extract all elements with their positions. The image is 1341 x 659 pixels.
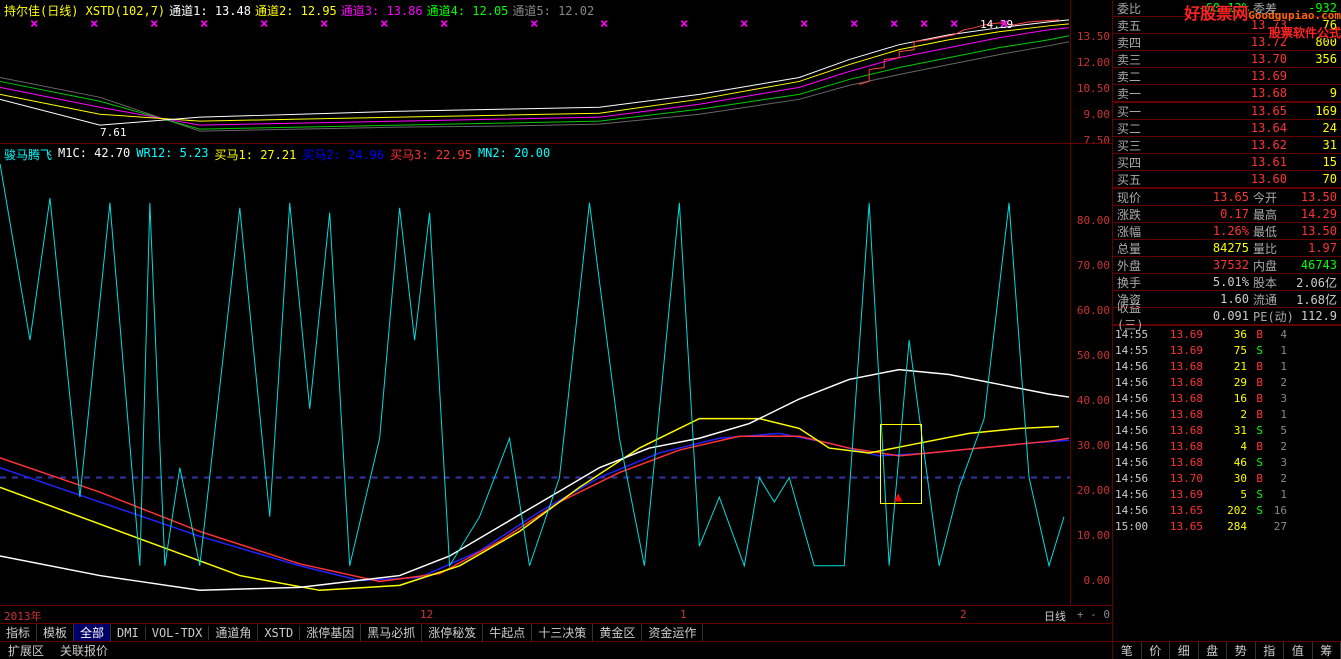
indicator-item[interactable]: 十三决策	[532, 624, 593, 641]
footer-tab[interactable]: 势	[1227, 642, 1256, 659]
indicator-value: M1C: 42.70	[58, 146, 130, 163]
indicator-value: 买马1: 27.21	[215, 146, 297, 163]
indicator-title: 骏马腾飞	[4, 146, 52, 163]
stat-row: 总量84275量比1.97	[1113, 240, 1341, 257]
order-row: 卖二13.69	[1113, 68, 1341, 85]
marker-icon: ×	[920, 16, 928, 32]
order-row: 买三13.6231	[1113, 137, 1341, 154]
footer-tab[interactable]: 筹	[1313, 642, 1341, 659]
order-row: 卖一13.689	[1113, 85, 1341, 102]
tick-row: 14:5613.6829B2	[1113, 374, 1341, 390]
marker-icon: ×	[950, 16, 958, 32]
tick-row: 14:5613.6831S5	[1113, 422, 1341, 438]
price-chart-header: 持尔佳(日线) XSTD(102,7) 通道1: 13.48 通道2: 12.9…	[4, 2, 594, 19]
stat-row: 换手5.01%股本2.06亿	[1113, 274, 1341, 291]
footer-tab[interactable]: 值	[1284, 642, 1313, 659]
channel-value: 通道4: 12.05	[427, 2, 509, 19]
x-tick: 2	[960, 608, 967, 621]
buy-signal-arrow: ▲	[894, 489, 902, 505]
marker-icon: ×	[600, 16, 608, 32]
sidebar-footer-tabs: 笔价细盘势指值筹	[1113, 641, 1341, 659]
stat-row: 外盘37532内盘46743	[1113, 257, 1341, 274]
order-row: 买一13.65169	[1113, 103, 1341, 120]
marker-icon: ×	[850, 16, 858, 32]
tick-row: 14:5513.6936B4	[1113, 326, 1341, 342]
bottom-tab[interactable]: 关联报价	[52, 642, 116, 659]
indicator-value: MN2: 20.00	[478, 146, 550, 163]
tick-row: 14:5613.65202S16	[1113, 502, 1341, 518]
order-book-panel: 好股票网Goodgupiao.com 股票软件公式 委比 -60.13% 委差 …	[1113, 0, 1341, 659]
stock-title: 持尔佳(日线) XSTD(102,7)	[4, 2, 165, 19]
tick-row: 14:5613.695S1	[1113, 486, 1341, 502]
bottom-tabs: 扩展区关联报价	[0, 641, 1112, 659]
order-row: 卖三13.70356	[1113, 51, 1341, 68]
stat-row: 涨跌0.17最高14.29	[1113, 206, 1341, 223]
tick-row: 15:0013.6528427	[1113, 518, 1341, 534]
order-row: 买二13.6424	[1113, 120, 1341, 137]
marker-icon: ×	[680, 16, 688, 32]
low-price-label: 7.61	[100, 126, 127, 139]
channel-value: 通道2: 12.95	[255, 2, 337, 19]
marker-icon: ×	[1000, 16, 1008, 32]
marker-icon: ×	[800, 16, 808, 32]
channel-value: 通道3: 13.86	[341, 2, 423, 19]
footer-tab[interactable]: 盘	[1199, 642, 1228, 659]
indicator-item[interactable]: XSTD	[258, 626, 300, 640]
tick-row: 14:5613.6846S3	[1113, 454, 1341, 470]
order-row: 买四13.6115	[1113, 154, 1341, 171]
watermark: 好股票网Goodgupiao.com 股票软件公式	[1184, 0, 1341, 41]
time-axis: 2013年1212日线+ - 0	[0, 605, 1112, 623]
channel-value: 通道5: 12.02	[512, 2, 594, 19]
channel-value: 通道1: 13.48	[169, 2, 251, 19]
indicator-value: WR12: 5.23	[136, 146, 208, 163]
indicator-chart-header: 骏马腾飞 M1C: 42.70 WR12: 5.23 买马1: 27.21 买马…	[4, 146, 550, 163]
x-tick: 12	[420, 608, 433, 621]
indicator-item[interactable]: 涨停秘笈	[422, 624, 483, 641]
tick-row: 14:5613.682B1	[1113, 406, 1341, 422]
footer-tab[interactable]: 笔	[1113, 642, 1142, 659]
indicator-item[interactable]: 通道角	[209, 624, 258, 641]
marker-icon: ×	[740, 16, 748, 32]
x-tick: 1	[680, 608, 687, 621]
tab-all[interactable]: 全部	[74, 624, 111, 641]
indicator-item[interactable]: 黄金区	[593, 624, 642, 641]
indicator-item[interactable]: DMI	[111, 626, 146, 640]
indicator-y-axis: 80.0070.0060.0050.0040.0030.0020.0010.00…	[1070, 144, 1112, 605]
indicator-value: 买马2: 24.96	[302, 146, 384, 163]
tick-row: 14:5613.684B2	[1113, 438, 1341, 454]
marker-icon: ×	[890, 16, 898, 32]
order-row: 买五13.6070	[1113, 171, 1341, 188]
footer-tab[interactable]: 价	[1142, 642, 1171, 659]
indicator-item[interactable]: 牛起点	[483, 624, 532, 641]
price-y-axis: 13.5012.0010.509.007.50	[1070, 0, 1112, 143]
tick-row: 14:5513.6975S1	[1113, 342, 1341, 358]
footer-tab[interactable]: 细	[1170, 642, 1199, 659]
indicator-item[interactable]: 资金运作	[642, 624, 703, 641]
footer-tab[interactable]: 指	[1256, 642, 1285, 659]
period-label: 日线	[1044, 608, 1066, 624]
price-chart[interactable]: 持尔佳(日线) XSTD(102,7) 通道1: 13.48 通道2: 12.9…	[0, 0, 1112, 144]
tab-模板[interactable]: 模板	[37, 624, 74, 641]
indicator-tabs: 指标模板全部DMIVOL-TDX通道角XSTD涨停基因黑马必抓涨停秘笈牛起点十三…	[0, 623, 1112, 641]
indicator-chart[interactable]: 骏马腾飞 M1C: 42.70 WR12: 5.23 买马1: 27.21 买马…	[0, 144, 1112, 605]
tick-row: 14:5613.7030B2	[1113, 470, 1341, 486]
x-tick: 2013年	[4, 608, 42, 624]
tick-row: 14:5613.6821B1	[1113, 358, 1341, 374]
indicator-value: 买马3: 22.95	[390, 146, 472, 163]
indicator-item[interactable]: 涨停基因	[300, 624, 361, 641]
indicator-svg	[0, 144, 1070, 605]
indicator-item[interactable]: VOL-TDX	[146, 626, 210, 640]
zoom-controls[interactable]: + - 0	[1077, 608, 1110, 621]
stat-row: 现价13.65今开13.50	[1113, 189, 1341, 206]
tick-row: 14:5613.6816B3	[1113, 390, 1341, 406]
indicator-item[interactable]: 黑马必抓	[361, 624, 422, 641]
tab-指标[interactable]: 指标	[0, 624, 37, 641]
stat-row: 收益(三)0.091PE(动)112.9	[1113, 308, 1341, 325]
stat-row: 涨幅1.26%最低13.50	[1113, 223, 1341, 240]
bottom-tab[interactable]: 扩展区	[0, 642, 52, 659]
